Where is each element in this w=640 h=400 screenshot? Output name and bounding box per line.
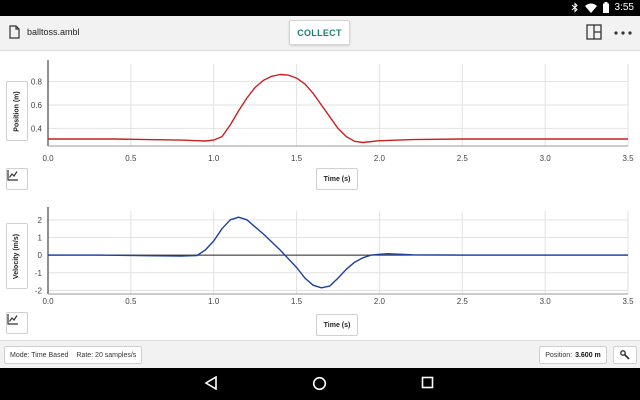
position-readout-value: 3.600 m: [575, 351, 601, 359]
position-ylabel-button[interactable]: Position (m): [6, 81, 28, 141]
y-tick-label: 0: [38, 251, 43, 260]
file-icon: [9, 25, 20, 39]
back-icon[interactable]: [204, 376, 218, 390]
position-readout-label: Position:: [545, 351, 573, 359]
status-time: 3:55: [614, 2, 634, 13]
position-xlabel-button[interactable]: Time (s): [316, 168, 358, 190]
y-tick-label: -2: [35, 286, 43, 295]
velocity-graph: 0.0 0.5 1.0 1.5 2.0 2.5 3.0 3.5 2 1 0 -1 -2 Velocity…: [0, 195, 640, 340]
position-chart: 0.0 0.5 1.0 1.5 2.0 2.5 3.0 3.5 0.8 0.6 0.4: [31, 60, 634, 163]
wifi-icon: [584, 3, 597, 13]
x-tick-label: 3.5: [622, 154, 634, 163]
y-tick-label: 1: [38, 233, 43, 242]
series-line: [48, 216, 628, 289]
status-bar: 3:55: [0, 0, 640, 16]
info-bar: Mode: Time Based Rate: 20 samples/s Posi…: [0, 340, 640, 369]
graph-options-icon: [7, 170, 18, 181]
position-graph: 0.0 0.5 1.0 1.5 2.0 2.5 3.0 3.5 0.8 0.6 0.4 Positi…: [0, 50, 640, 195]
x-tick-label: 2.0: [374, 154, 386, 163]
mode-rate-button[interactable]: Mode: Time Based Rate: 20 samples/s: [4, 346, 143, 364]
layout-icon[interactable]: [586, 24, 602, 40]
x-tick-label: 1.0: [208, 154, 220, 163]
y-tick-label: 0.8: [31, 78, 43, 87]
x-tick-label: 1.0: [208, 297, 220, 306]
x-tick-label: 2.5: [457, 154, 469, 163]
y-tick-label: 0.4: [31, 124, 43, 133]
y-tick-label: -1: [35, 269, 43, 278]
x-tick-label: 3.0: [540, 297, 552, 306]
home-icon[interactable]: [312, 376, 327, 391]
wrench-icon: [620, 350, 630, 360]
app-header: balltoss.ambl COLLECT: [0, 16, 640, 51]
x-tick-label: 3.0: [540, 154, 552, 163]
x-tick-label: 0.5: [125, 154, 137, 163]
file-name: balltoss.ambl: [27, 27, 80, 37]
more-icon[interactable]: [614, 31, 632, 35]
bluetooth-icon: [571, 2, 578, 13]
rate-text: Rate: 20 samples/s: [76, 351, 137, 359]
graph-options-icon: [7, 314, 18, 325]
velocity-graph-options-button[interactable]: [6, 312, 28, 334]
x-tick-label: 2.5: [457, 297, 469, 306]
x-tick-label: 3.5: [622, 297, 634, 306]
x-tick-label: 2.0: [374, 297, 386, 306]
mode-text: Mode: Time Based: [10, 351, 69, 359]
velocity-ylabel-button[interactable]: Velocity (m/s): [6, 223, 28, 289]
collect-button[interactable]: COLLECT: [289, 20, 350, 45]
velocity-chart: 0.0 0.5 1.0 1.5 2.0 2.5 3.0 3.5 2 1 0 -1 -2: [35, 207, 634, 306]
y-tick-label: 2: [38, 216, 43, 225]
series-line: [48, 73, 628, 144]
position-ylabel: Position (m): [13, 90, 21, 132]
x-tick-label: 0.5: [125, 297, 137, 306]
y-tick-label: 0.6: [31, 101, 43, 110]
battery-icon: [602, 2, 609, 13]
velocity-ylabel: Velocity (m/s): [13, 233, 21, 279]
position-graph-options-button[interactable]: [6, 168, 28, 190]
recents-icon[interactable]: [421, 376, 434, 389]
tool-button[interactable]: [613, 346, 637, 364]
navigation-bar: [0, 368, 640, 400]
x-tick-label: 0.0: [42, 297, 54, 306]
x-tick-label: 0.0: [42, 154, 54, 163]
x-tick-label: 1.5: [291, 154, 303, 163]
position-readout[interactable]: Position: 3.600 m: [539, 346, 607, 364]
velocity-xlabel-button[interactable]: Time (s): [316, 314, 358, 336]
x-tick-label: 1.5: [291, 297, 303, 306]
